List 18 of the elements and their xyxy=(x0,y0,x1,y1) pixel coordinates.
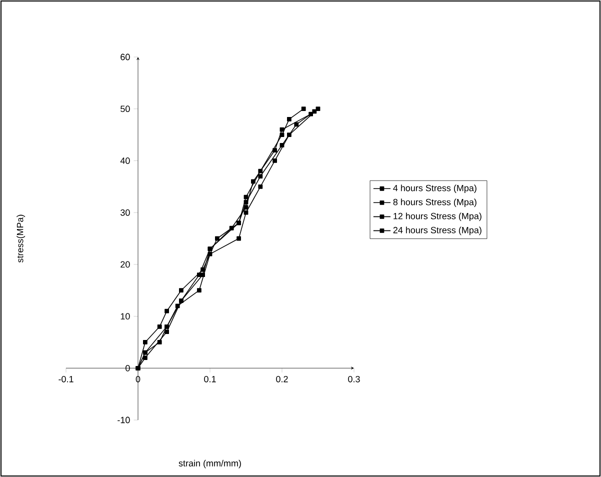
y-tick-label: 50 xyxy=(120,106,130,112)
y-tick-label: 10 xyxy=(120,313,130,320)
y-tick-label: 20 xyxy=(120,261,130,268)
x-tick-label: -0.1 xyxy=(58,376,74,382)
legend-label: 8 hours Stress (Mpa) xyxy=(393,198,476,208)
y-tick-label: 30 xyxy=(120,209,130,216)
y-tick-label: 40 xyxy=(120,158,130,164)
legend-label: 4 hours Stress (Mpa) xyxy=(393,184,476,194)
x-tick-label: 0.2 xyxy=(276,376,288,382)
y-tick-label: -10 xyxy=(118,416,130,424)
x-tick-label: 0 xyxy=(136,376,140,382)
y-tick-label: 60 xyxy=(120,54,130,60)
x-tick-label: 0.3 xyxy=(348,376,360,382)
x-tick-label: 0.1 xyxy=(204,376,216,382)
y-axis-title: stress(MPa) xyxy=(16,214,26,262)
legend-label: 12 hours Stress (Mpa) xyxy=(394,212,482,222)
x-axis-title: strain (mm/mm) xyxy=(178,460,241,468)
legend-label: 24 hours Stress (Mpa) xyxy=(393,226,482,236)
